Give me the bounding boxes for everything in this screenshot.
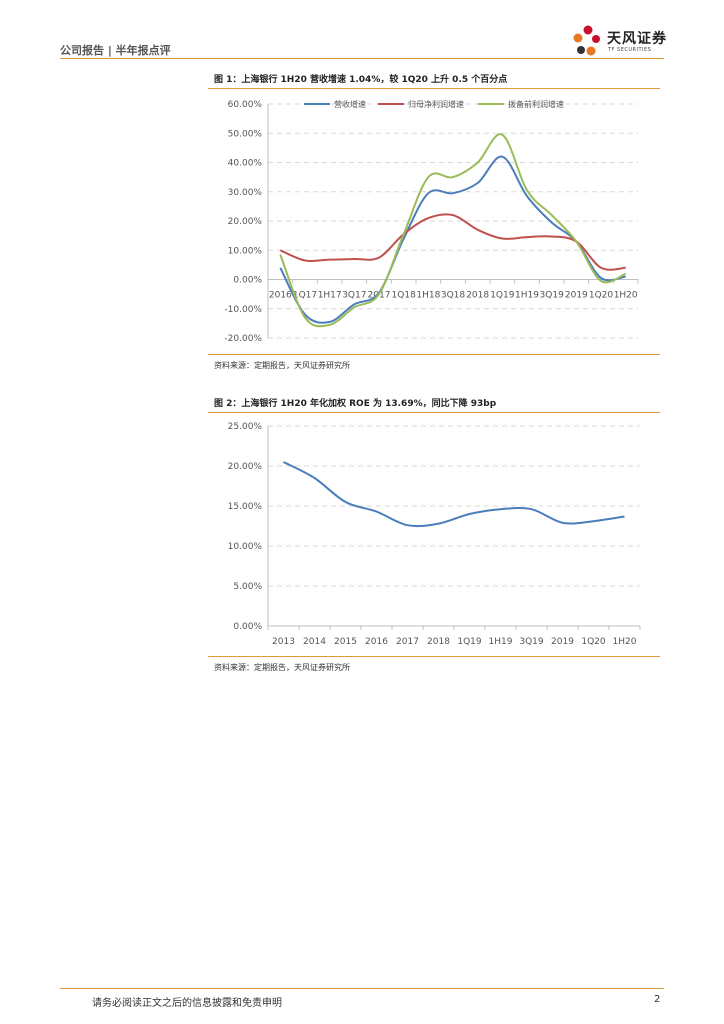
figure-2-bottom-rule: [208, 656, 660, 657]
figure-1-title: 图 1：上海银行 1H20 营收增速 1.04%，较 1Q20 上升 0.5 个…: [214, 75, 508, 85]
x-tick-label: 2017: [396, 637, 419, 647]
x-tick-label: 1Q20: [589, 291, 614, 301]
page-number: 2: [654, 994, 661, 1005]
y-tick-label: 60.00%: [228, 100, 263, 110]
report-type-label: 公司报告 | 半年报点评: [60, 44, 171, 57]
flower-logo-icon: [573, 25, 600, 56]
y-tick-label: 50.00%: [228, 129, 263, 139]
x-tick-label: 1Q17: [293, 291, 317, 301]
y-tick-label: -20.00%: [224, 334, 262, 344]
footer-disclaimer: 请务必阅读正文之后的信息披露和免责申明: [92, 998, 282, 1009]
legend-label: 拨备前利润增速: [508, 99, 564, 109]
y-tick-label: 20.00%: [228, 462, 263, 472]
logo-petal: [586, 46, 596, 56]
figure-2-source: 资料来源：定期报告，天风证券研究所: [214, 663, 350, 672]
logo-petal: [573, 33, 583, 43]
series-line-1: [283, 461, 625, 528]
brand-subtitle: TF SECURITIES: [608, 47, 652, 53]
legend-label: 营收增速: [334, 99, 366, 109]
x-tick-label: 2015: [334, 637, 357, 647]
legend-label: 归母净利润增速: [408, 99, 464, 109]
x-tick-label: 2013: [272, 637, 295, 647]
figure-1-bottom-rule: [208, 354, 660, 355]
y-tick-label: 0.00%: [233, 276, 262, 286]
x-tick-label: 1Q19: [490, 291, 515, 301]
series-line-1: [279, 155, 626, 324]
x-tick-label: 2019: [565, 291, 588, 301]
x-tick-label: 2014: [303, 637, 326, 647]
brand-logo: 天风证券 TF SECURITIES: [569, 22, 669, 60]
figure-2-title: 图 2：上海银行 1H20 年化加权 ROE 为 13.69%，同比下降 93b…: [214, 399, 497, 409]
x-tick-label: 2018: [427, 637, 450, 647]
x-tick-label: 1Q19: [457, 637, 482, 647]
figure-2-top-rule: [208, 412, 660, 413]
figure-1-top-rule: [208, 88, 660, 89]
x-tick-label: 1H17: [318, 291, 342, 301]
y-tick-label: 10.00%: [228, 542, 263, 552]
x-tick-label: 3Q19: [540, 291, 565, 301]
brand-name: 天风证券: [607, 31, 667, 47]
x-tick-label: 3Q19: [519, 637, 544, 647]
x-tick-label: 1Q18: [392, 291, 417, 301]
y-tick-label: 30.00%: [228, 188, 263, 198]
x-tick-label: 3Q17: [342, 291, 366, 301]
x-tick-label: 1H19: [489, 637, 513, 647]
x-tick-label: 2019: [551, 637, 574, 647]
figure-1-source: 资料来源：定期报告，天风证券研究所: [214, 361, 350, 370]
series-line-2: [279, 213, 626, 271]
y-tick-label: 15.00%: [228, 502, 263, 512]
logo-petal: [583, 25, 593, 35]
y-tick-label: -10.00%: [224, 305, 262, 315]
x-tick-label: 2016: [365, 637, 388, 647]
x-tick-label: 1H20: [614, 291, 638, 301]
x-tick-label: 2018: [466, 291, 489, 301]
figure-2-chart: 25.00% 20.00% 15.00% 10.00% 5.00% 0.00% 2013 20…: [228, 422, 641, 647]
x-tick-label: 1Q20: [581, 637, 606, 647]
y-tick-label: 10.00%: [228, 246, 263, 256]
x-tick-label: 1H19: [515, 291, 539, 301]
x-tick-label: 2016: [269, 291, 292, 301]
footer-divider: [60, 988, 664, 989]
y-tick-label: 25.00%: [228, 422, 263, 432]
y-tick-label: 5.00%: [233, 582, 262, 592]
figure-1-chart: 60.00% 50.00% 40.00% 30.00% 20.00% 10.00% 0.00…: [224, 99, 639, 344]
y-tick-label: 40.00%: [228, 159, 263, 169]
x-tick-label: 1H20: [613, 637, 637, 647]
logo-petal: [577, 46, 585, 54]
logo-petal: [592, 35, 600, 43]
y-tick-label: 20.00%: [228, 217, 263, 227]
x-tick-label: 3Q18: [441, 291, 466, 301]
header-divider: [60, 58, 664, 59]
y-tick-label: 0.00%: [233, 622, 262, 632]
x-tick-label: 1H18: [416, 291, 440, 301]
series-line-3: [279, 133, 627, 328]
